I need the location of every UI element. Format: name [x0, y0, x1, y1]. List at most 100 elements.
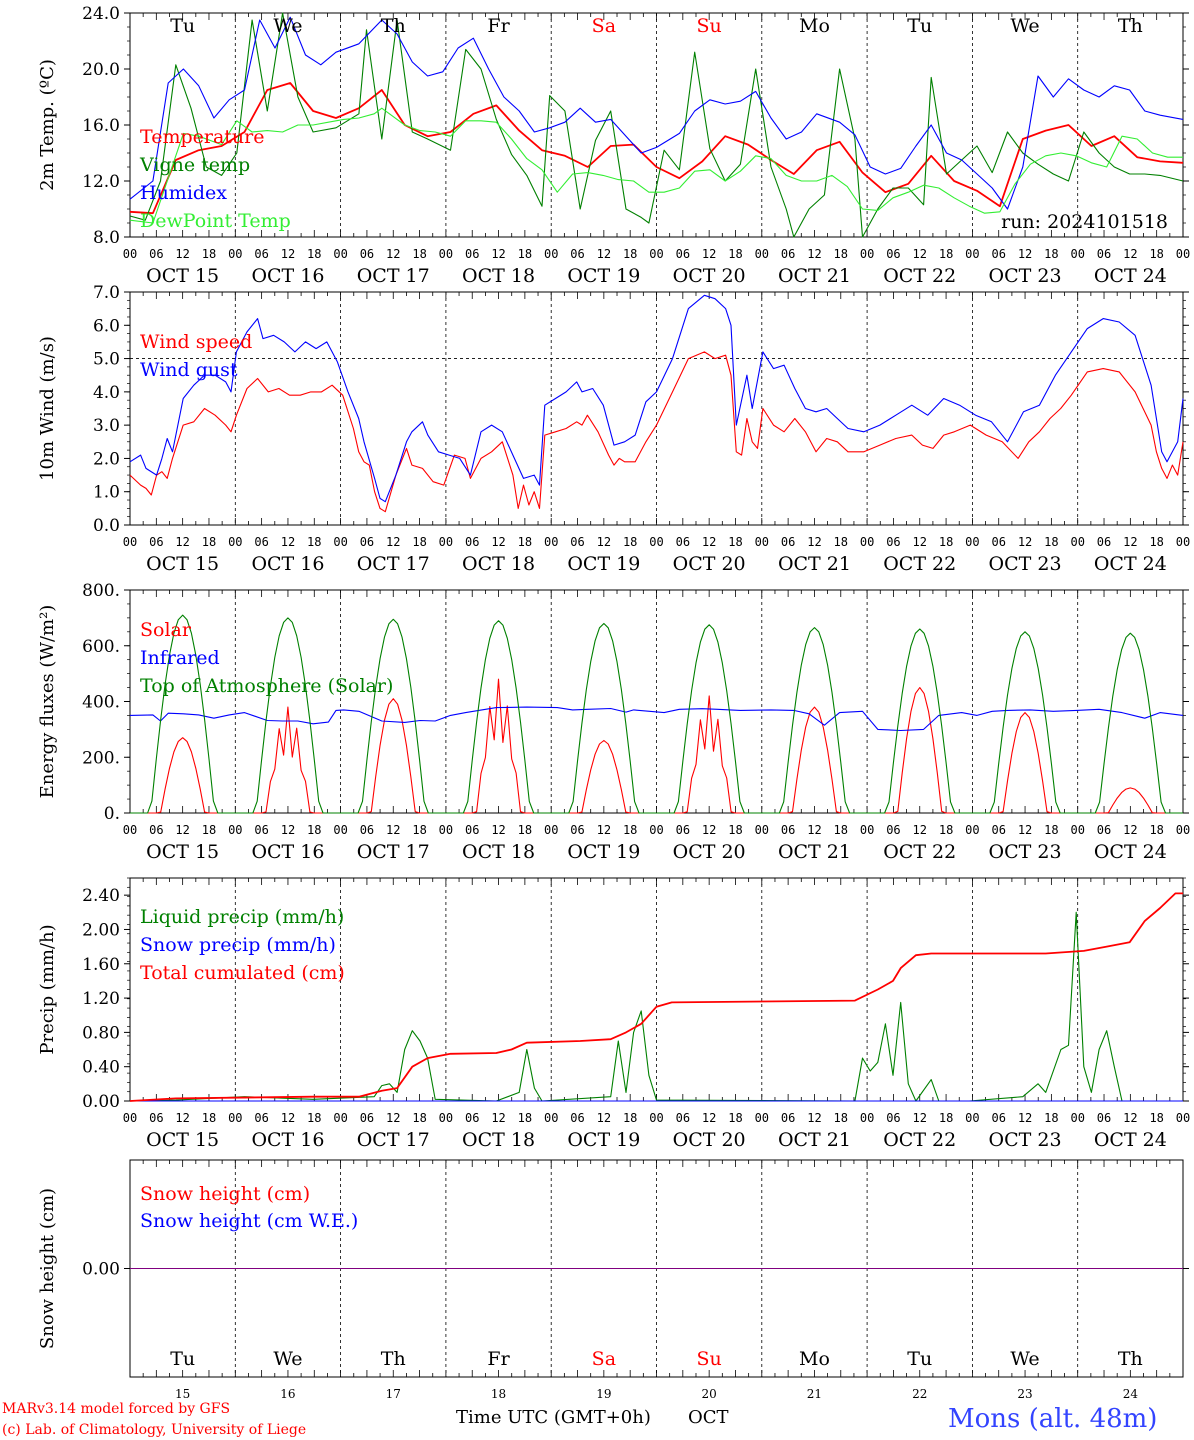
wind-hour-label: 18	[623, 535, 637, 549]
series-vigne-temp	[129, 12, 1184, 238]
weekday-label: Mo	[799, 1348, 830, 1370]
temp-hour-label: 18	[939, 247, 953, 261]
wind-date-label: OCT 23	[989, 553, 1062, 575]
energy-hour-label: 06	[149, 823, 163, 837]
wind-hour-label: 00	[123, 535, 137, 549]
day-number-label: 23	[1017, 1387, 1032, 1401]
precip-hour-label: 00	[1070, 1111, 1084, 1125]
precip-ytick-label: 2.00	[82, 920, 120, 940]
energy-hour-label: 06	[360, 823, 374, 837]
temp-date-label: OCT 23	[989, 265, 1062, 287]
model-credit-line2: (c) Lab. of Climatology, University of L…	[2, 1422, 306, 1438]
temp-ytick-label: 20.0	[82, 60, 120, 80]
precip-date-label: OCT 15	[146, 1129, 219, 1151]
energy-hour-label: 00	[228, 823, 242, 837]
temp-hour-label: 18	[728, 247, 742, 261]
temp-hour-label: 06	[465, 247, 479, 261]
energy-hour-label: 00	[860, 823, 874, 837]
energy-hour-label: 18	[202, 823, 216, 837]
precip-hour-label: 00	[544, 1111, 558, 1125]
temp-hour-label: 06	[991, 247, 1005, 261]
energy-hour-label: 00	[333, 823, 347, 837]
precip-hour-label: 18	[307, 1111, 321, 1125]
temp-hour-label: 00	[649, 247, 663, 261]
temp-hour-label: 12	[702, 247, 716, 261]
temp-hour-label: 12	[491, 247, 505, 261]
wind-hour-label: 18	[518, 535, 532, 549]
precip-date-label: OCT 22	[883, 1129, 956, 1151]
weekday-label: Tu	[907, 15, 932, 37]
energy-hour-label: 18	[518, 823, 532, 837]
temp-hour-label: 12	[1123, 247, 1137, 261]
precip-date-label: OCT 16	[251, 1129, 324, 1151]
temp-ytick-label: 12.0	[82, 172, 120, 192]
energy-hour-label: 18	[834, 823, 848, 837]
wind-date-label: OCT 19	[567, 553, 640, 575]
wind-date-label: OCT 24	[1094, 553, 1167, 575]
wind-hour-label: 06	[991, 535, 1005, 549]
precip-hour-label: 06	[360, 1111, 374, 1125]
legend-wind-gust: Wind gust	[140, 359, 238, 381]
temp-hour-label: 18	[518, 247, 532, 261]
precip-hour-label: 06	[254, 1111, 268, 1125]
wind-hour-label: 12	[386, 535, 400, 549]
energy-date-label: OCT 22	[883, 841, 956, 863]
wind-date-label: OCT 21	[778, 553, 851, 575]
wind-hour-label: 00	[228, 535, 242, 549]
wind-ytick-label: 7.0	[93, 283, 120, 303]
series-dewpoint-temp	[129, 107, 1183, 224]
energy-hour-label: 06	[465, 823, 479, 837]
wind-hour-label: 18	[728, 535, 742, 549]
weekday-label: Fr	[487, 15, 510, 37]
energy-hour-label: 12	[807, 823, 821, 837]
temp-hour-label: 06	[1097, 247, 1111, 261]
weekday-label: We	[1010, 1348, 1039, 1370]
wind-hour-label: 00	[439, 535, 453, 549]
day-number-label: 16	[280, 1387, 295, 1401]
precip-hour-label: 00	[333, 1111, 347, 1125]
wind-date-label: OCT 15	[146, 553, 219, 575]
precip-hour-label: 18	[412, 1111, 426, 1125]
energy-hour-label: 18	[623, 823, 637, 837]
day-number-label: 21	[807, 1387, 822, 1401]
precip-hour-label: 00	[860, 1111, 874, 1125]
precip-hour-label: 00	[965, 1111, 979, 1125]
precip-date-label: OCT 17	[357, 1129, 430, 1151]
temp-hour-label: 18	[412, 247, 426, 261]
precip-hour-label: 12	[386, 1111, 400, 1125]
precip-date-label: OCT 24	[1094, 1129, 1167, 1151]
temp-date-label: OCT 17	[357, 265, 430, 287]
wind-hour-label: 12	[1123, 535, 1137, 549]
weekday-label: Tu	[170, 15, 195, 37]
energy-hour-label: 12	[175, 823, 189, 837]
temp-hour-label: 18	[1149, 247, 1163, 261]
day-number-label: 24	[1123, 1387, 1139, 1401]
wind-date-label: OCT 16	[251, 553, 324, 575]
day-number-label: 22	[912, 1387, 927, 1401]
wind-hour-label: 18	[412, 535, 426, 549]
weekday-label: Fr	[487, 1348, 510, 1370]
energy-date-label: OCT 20	[673, 841, 746, 863]
energy-date-label: OCT 19	[567, 841, 640, 863]
energy-hour-label: 12	[1018, 823, 1032, 837]
wind-ytick-label: 5.0	[93, 350, 120, 370]
precip-date-label: OCT 18	[462, 1129, 535, 1151]
energy-date-label: OCT 23	[989, 841, 1062, 863]
precip-hour-label: 06	[465, 1111, 479, 1125]
series-humidex	[129, 16, 1184, 210]
precip-hour-label: 12	[491, 1111, 505, 1125]
precip-hour-label: 12	[597, 1111, 611, 1125]
temp-hour-label: 00	[1176, 247, 1190, 261]
wind-hour-label: 00	[1070, 535, 1084, 549]
precip-date-label: OCT 21	[778, 1129, 851, 1151]
weekday-label: Th	[1118, 15, 1143, 37]
series-liquid-precip-mm-h	[129, 911, 1123, 1102]
legend-temperature: Temperature	[140, 126, 264, 148]
energy-hour-label: 06	[254, 823, 268, 837]
wind-date-label: OCT 18	[462, 553, 535, 575]
temp-hour-label: 12	[1018, 247, 1032, 261]
energy-date-label: OCT 15	[146, 841, 219, 863]
temp-hour-label: 06	[781, 247, 795, 261]
weekday-label: We	[273, 15, 302, 37]
temp-hour-label: 00	[965, 247, 979, 261]
